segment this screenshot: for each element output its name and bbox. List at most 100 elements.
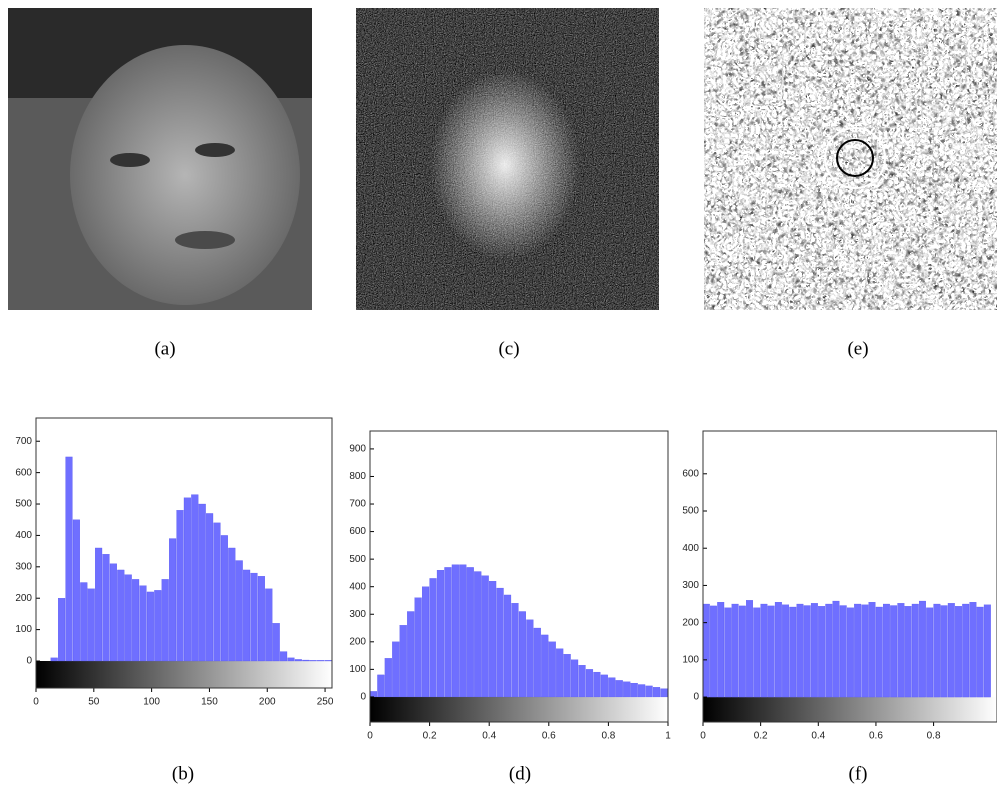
y-tick-label: 700 (349, 499, 366, 510)
caption: (b) (172, 763, 194, 784)
bar (593, 671, 601, 698)
bar (287, 657, 295, 662)
x-tick-label: 0.2 (423, 731, 437, 742)
y-tick-label: 400 (15, 530, 32, 541)
y-tick-label: 500 (682, 506, 699, 517)
bar (904, 606, 912, 698)
y-tick-label: 700 (15, 436, 32, 447)
y-tick-label: 0 (360, 692, 366, 703)
bar (868, 602, 876, 698)
bar (80, 582, 88, 662)
y-tick-label: 300 (15, 561, 32, 572)
bar (496, 587, 504, 698)
bar (191, 494, 199, 662)
bar (767, 605, 775, 698)
bar (481, 575, 489, 698)
bar (117, 569, 125, 662)
bar (789, 606, 797, 698)
bar (317, 660, 325, 662)
bar (169, 538, 177, 662)
bar (72, 519, 80, 662)
bar (377, 674, 385, 698)
caption: (d) (509, 763, 531, 784)
bar (760, 603, 768, 698)
bar (947, 603, 955, 698)
bar (803, 605, 811, 698)
bar (235, 560, 243, 662)
bar (444, 567, 452, 698)
image-e (704, 8, 997, 310)
bar (87, 588, 95, 662)
bar (421, 586, 430, 698)
x-tick-label: 0 (700, 731, 706, 742)
caption: (e) (847, 338, 868, 359)
y-tick-label: 0 (26, 656, 32, 667)
x-tick-label: 0.4 (482, 731, 496, 742)
bar (392, 641, 400, 698)
x-tick-label: 0.2 (754, 731, 768, 742)
bar (459, 564, 467, 698)
y-tick-label: 200 (682, 617, 699, 628)
bar (533, 627, 541, 698)
bar (882, 603, 890, 698)
y-tick-label: 900 (349, 444, 366, 455)
bar (660, 688, 668, 698)
bar (526, 619, 534, 698)
bar (962, 603, 970, 698)
bar (563, 654, 571, 698)
bar (933, 603, 941, 698)
bar (623, 681, 631, 698)
bar (571, 659, 579, 698)
bar (102, 554, 110, 662)
bar (243, 569, 251, 662)
caption: (c) (498, 338, 519, 359)
bar (124, 574, 132, 662)
bar (645, 685, 653, 698)
y-tick-label: 200 (349, 636, 366, 647)
bar (302, 659, 310, 662)
bar (265, 588, 273, 662)
bar (556, 648, 564, 698)
axes-frame (369, 430, 669, 723)
y-tick-label: 0 (693, 692, 699, 703)
colorbar (703, 697, 997, 722)
bar (109, 563, 117, 662)
bar (384, 658, 392, 698)
x-tick-label: 0 (367, 731, 373, 742)
bar (710, 605, 717, 698)
bar (407, 611, 415, 698)
bar (436, 570, 445, 698)
bar (585, 669, 594, 698)
x-tick-label: 150 (201, 697, 218, 708)
bar (919, 600, 926, 698)
bar (810, 603, 818, 698)
colorbar (36, 661, 332, 688)
bar (548, 641, 556, 698)
bar (503, 594, 512, 698)
bar (746, 600, 753, 698)
bar (294, 659, 302, 662)
bar (58, 598, 66, 662)
bar (839, 605, 847, 698)
bar (511, 603, 519, 698)
bar (324, 660, 332, 662)
x-tick-label: 200 (259, 697, 276, 708)
bar (890, 605, 898, 698)
x-tick-label: 0.4 (811, 731, 825, 742)
bar (154, 590, 162, 662)
bar (474, 571, 482, 698)
bar (774, 602, 782, 698)
x-tick-label: 250 (317, 697, 334, 708)
bar (652, 687, 661, 698)
bar (818, 606, 826, 698)
bar (976, 606, 984, 698)
axes-frame (35, 417, 333, 689)
bar (600, 674, 608, 698)
y-tick-label: 500 (15, 499, 32, 510)
bar (969, 602, 977, 698)
bar (825, 603, 833, 698)
bar (926, 607, 934, 698)
bar (753, 607, 761, 698)
bar (897, 603, 905, 698)
